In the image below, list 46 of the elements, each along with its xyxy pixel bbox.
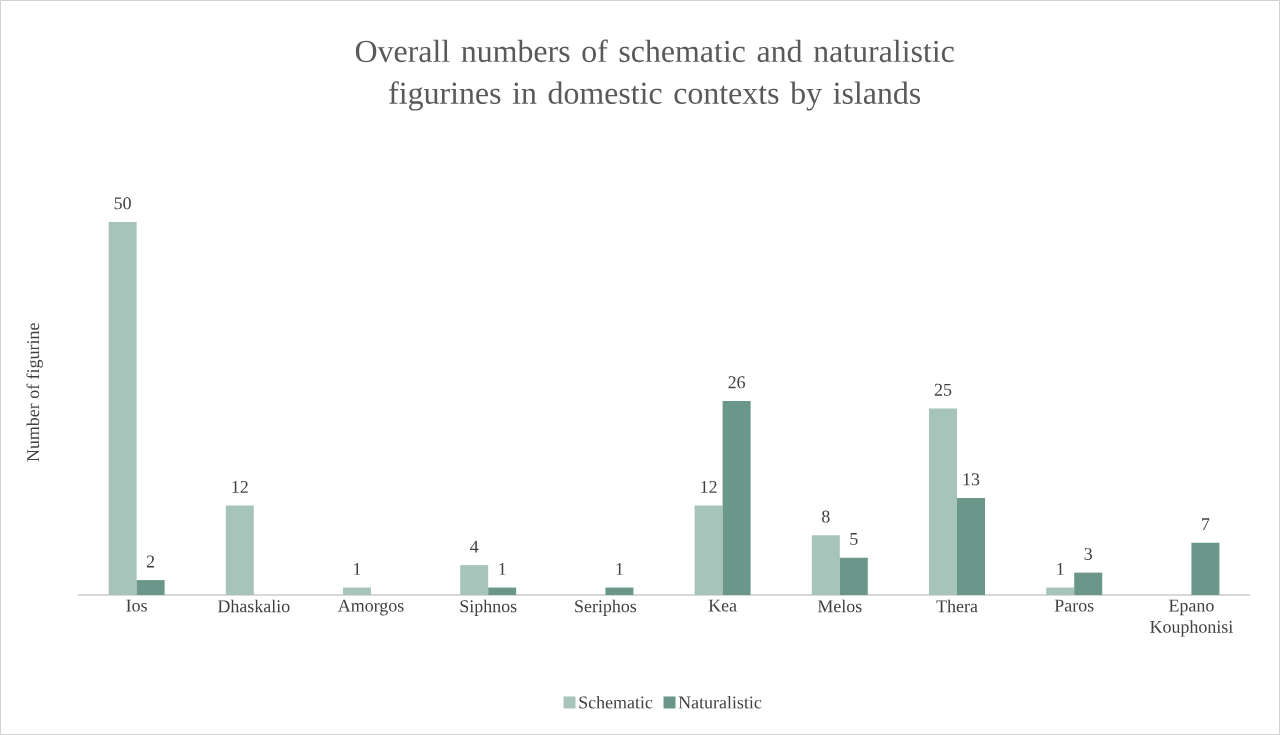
bar xyxy=(811,535,840,595)
data-label: 8 xyxy=(822,510,830,523)
bar xyxy=(225,505,254,595)
bar xyxy=(1074,572,1103,595)
chart-title: Overall numbers of schematic and naturalistic figurines in domestic contexts by islands xyxy=(355,39,954,111)
x-tick-label: Siphnos xyxy=(460,599,517,616)
data-label: 13 xyxy=(963,473,980,486)
data-label: 5 xyxy=(850,533,858,545)
data-label: 1 xyxy=(1057,563,1064,575)
data-label: 1 xyxy=(354,563,361,575)
x-tick-label: Kea xyxy=(708,599,737,612)
bar xyxy=(605,587,634,595)
data-label: 7 xyxy=(1202,518,1210,531)
bar xyxy=(694,505,723,595)
x-tick-label: Seriphos xyxy=(575,599,637,616)
x-tick-label: Thera xyxy=(936,599,978,613)
data-label: 12 xyxy=(701,480,717,493)
data-label: 1 xyxy=(616,563,623,575)
data-label: 2 xyxy=(146,555,155,568)
bar xyxy=(136,580,165,595)
legend-label: Naturalistic xyxy=(678,695,762,709)
x-tick-label: Epano Kouphonisi xyxy=(1150,599,1233,637)
bar xyxy=(488,587,517,595)
bar xyxy=(957,498,986,595)
x-tick-label: Paros xyxy=(1054,599,1094,612)
bar xyxy=(1046,587,1075,595)
data-label: 4 xyxy=(470,540,479,553)
bar xyxy=(1191,542,1220,595)
bar xyxy=(343,587,372,595)
y-axis-title: Number of figurine xyxy=(26,323,43,462)
data-label: 25 xyxy=(934,383,952,396)
data-label: 3 xyxy=(1084,547,1092,560)
x-tick-label: Amorgos xyxy=(337,599,404,616)
x-tick-label: Dhaskalio xyxy=(217,599,290,613)
data-label: 12 xyxy=(232,480,248,493)
data-label: 1 xyxy=(499,563,506,575)
bar xyxy=(108,221,137,595)
x-tick-label: Ios xyxy=(126,599,147,612)
data-label: 50 xyxy=(114,197,131,210)
legend-label: Schematic xyxy=(579,695,653,709)
bar xyxy=(460,565,489,595)
bar xyxy=(839,557,868,595)
bar xyxy=(929,408,958,595)
bar xyxy=(722,401,751,595)
x-tick-label: Melos xyxy=(817,599,862,613)
data-label: 26 xyxy=(728,376,746,389)
